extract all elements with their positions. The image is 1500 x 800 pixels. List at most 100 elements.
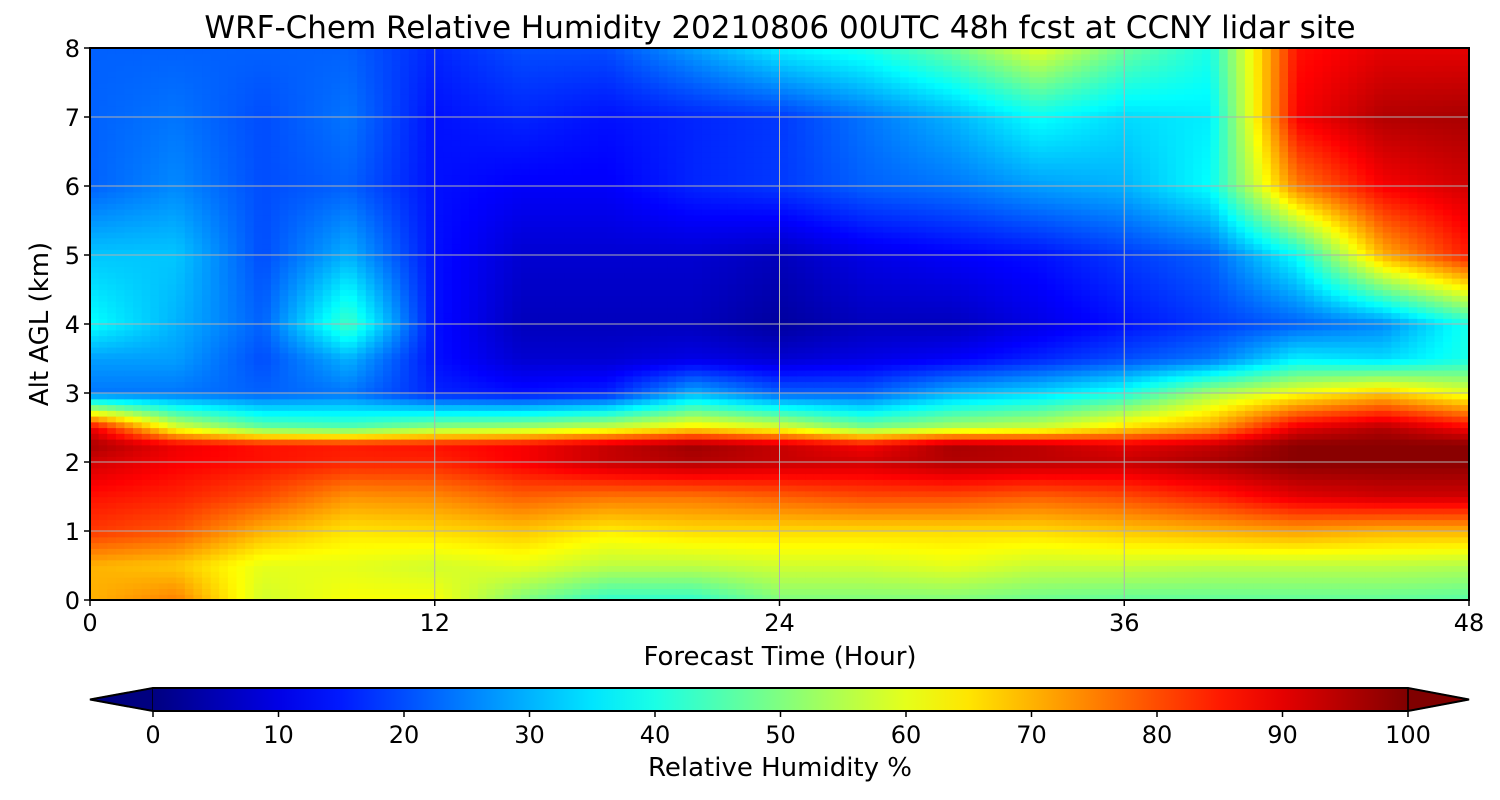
heatmap-cell — [1175, 594, 1186, 600]
heatmap-cell — [512, 450, 522, 457]
heatmap-cell — [1356, 519, 1367, 526]
heatmap-cell — [1098, 536, 1108, 544]
heatmap-cell — [1167, 427, 1177, 434]
heatmap-cell — [1124, 548, 1134, 555]
heatmap-cell — [486, 490, 496, 498]
heatmap-cell — [1382, 525, 1393, 532]
heatmap-cell — [1072, 525, 1082, 532]
heatmap-cell — [926, 588, 936, 595]
heatmap-cell — [1029, 565, 1039, 572]
heatmap-cell — [632, 571, 643, 578]
heatmap-cell — [882, 525, 893, 532]
heatmap-cell — [236, 433, 246, 440]
heatmap-cell — [581, 427, 591, 434]
heatmap-cell — [529, 450, 539, 457]
heatmap-cell — [1460, 559, 1469, 567]
heatmap-cell — [1356, 571, 1367, 578]
heatmap-cell — [581, 473, 591, 480]
heatmap-cell — [227, 554, 238, 561]
heatmap-cell — [1046, 571, 1056, 578]
heatmap-cell — [882, 462, 893, 469]
heatmap-cell — [1029, 554, 1039, 561]
heatmap-cell — [512, 565, 522, 572]
heatmap-cell — [1046, 582, 1056, 590]
heatmap-cell — [236, 450, 246, 457]
heatmap-cell — [693, 554, 703, 561]
heatmap-cell — [1219, 462, 1229, 469]
heatmap-cell — [736, 456, 746, 463]
heatmap-cell — [1089, 473, 1099, 480]
heatmap-cell — [676, 536, 686, 544]
heatmap-cell — [1063, 421, 1074, 429]
heatmap-cell — [710, 582, 720, 590]
heatmap-cell — [951, 513, 962, 521]
heatmap-cell — [1193, 577, 1203, 584]
heatmap-cell — [400, 490, 410, 498]
heatmap-cell — [486, 479, 496, 486]
heatmap-cell — [400, 559, 410, 567]
heatmap-cell — [236, 467, 246, 475]
heatmap-cell — [1132, 531, 1143, 538]
heatmap-cell — [1356, 588, 1367, 595]
heatmap-cell — [167, 559, 177, 567]
heatmap-cell — [443, 559, 453, 567]
heatmap-cell — [253, 554, 263, 561]
heatmap-cell — [184, 565, 195, 572]
heatmap-cell — [227, 473, 238, 480]
heatmap-cell — [1339, 513, 1349, 521]
heatmap-cell — [1244, 582, 1255, 590]
heatmap-cell — [986, 554, 996, 561]
heatmap-cell — [408, 571, 419, 578]
heatmap-cell — [813, 588, 824, 595]
heatmap-cell — [1150, 467, 1160, 475]
heatmap-cell — [865, 588, 875, 595]
heatmap-cell — [632, 439, 643, 446]
heatmap-cell — [107, 577, 117, 584]
heatmap-cell — [322, 490, 332, 498]
heatmap-cell — [1244, 531, 1255, 538]
heatmap-cell — [176, 416, 186, 423]
heatmap-cell — [538, 582, 548, 590]
heatmap-cell — [1313, 490, 1324, 498]
heatmap-cell — [1417, 542, 1427, 549]
heatmap-cell — [1391, 513, 1401, 521]
heatmap-cell — [710, 588, 720, 595]
heatmap-cell — [1451, 502, 1461, 509]
heatmap-cell — [383, 421, 393, 429]
heatmap-cell — [1331, 559, 1341, 567]
heatmap-cell — [520, 582, 531, 590]
heatmap-cell — [745, 433, 755, 440]
heatmap-cell — [710, 594, 720, 600]
heatmap-cell — [1451, 571, 1461, 578]
heatmap-cell — [460, 513, 470, 521]
heatmap-cell — [176, 536, 186, 544]
heatmap-cell — [1020, 519, 1031, 526]
heatmap-cell — [451, 519, 462, 526]
heatmap-cell — [736, 502, 746, 509]
heatmap-cell — [1279, 554, 1289, 561]
heatmap-cell — [745, 479, 755, 486]
heatmap-cell — [805, 565, 815, 572]
heatmap-cell — [1391, 571, 1401, 578]
heatmap-cell — [193, 554, 203, 561]
heatmap-cell — [1443, 456, 1453, 463]
heatmap-cell — [331, 513, 341, 521]
heatmap-cell — [193, 444, 203, 452]
heatmap-cell — [296, 427, 307, 434]
heatmap-cell — [477, 571, 488, 578]
heatmap-cell — [1150, 577, 1160, 584]
heatmap-cell — [1270, 554, 1280, 561]
heatmap-cell — [667, 490, 677, 498]
heatmap-cell — [400, 421, 410, 429]
heatmap-cell — [529, 525, 539, 532]
heatmap-cell — [943, 565, 953, 572]
heatmap-cell — [917, 525, 927, 532]
heatmap-cell — [1107, 542, 1117, 549]
heatmap-cell — [1029, 427, 1039, 434]
heatmap-cell — [908, 536, 918, 544]
heatmap-cell — [1046, 519, 1056, 526]
heatmap-cell — [1063, 554, 1074, 561]
heatmap-cell — [848, 513, 858, 521]
heatmap-cell — [1141, 473, 1151, 480]
heatmap-cell — [1434, 548, 1444, 555]
